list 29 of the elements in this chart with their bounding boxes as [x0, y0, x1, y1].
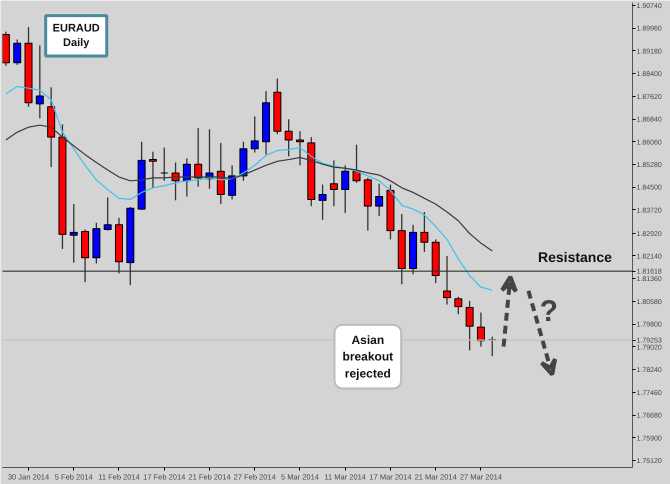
candlestick	[420, 211, 428, 253]
candlestick	[330, 160, 338, 207]
candlestick	[216, 142, 225, 205]
text: EURAUD	[52, 22, 100, 35]
candlestick	[318, 184, 327, 220]
text: ?	[540, 295, 558, 328]
candlestick	[341, 164, 350, 214]
candlestick	[13, 38, 22, 66]
candlestick	[296, 130, 304, 166]
candlestick	[228, 164, 236, 200]
candlestick	[182, 158, 191, 198]
candlestick	[104, 196, 112, 232]
ref-line-label: Resistance	[538, 249, 612, 266]
annotation: Asian breakout rejected	[342, 332, 394, 380]
candlestick	[148, 151, 157, 188]
candlestick	[250, 116, 259, 154]
text: Daily	[63, 36, 90, 49]
candlestick	[194, 127, 202, 188]
candlestick	[36, 44, 44, 120]
candlestick	[70, 203, 78, 264]
line-series	[5, 124, 493, 252]
candlestick	[375, 183, 384, 217]
candlestick	[454, 296, 462, 315]
candlestick	[160, 146, 168, 182]
candlestick	[284, 118, 293, 157]
line-series	[5, 86, 493, 291]
candlestick	[476, 312, 485, 348]
candlestick	[466, 300, 474, 352]
candlestick	[352, 144, 361, 184]
